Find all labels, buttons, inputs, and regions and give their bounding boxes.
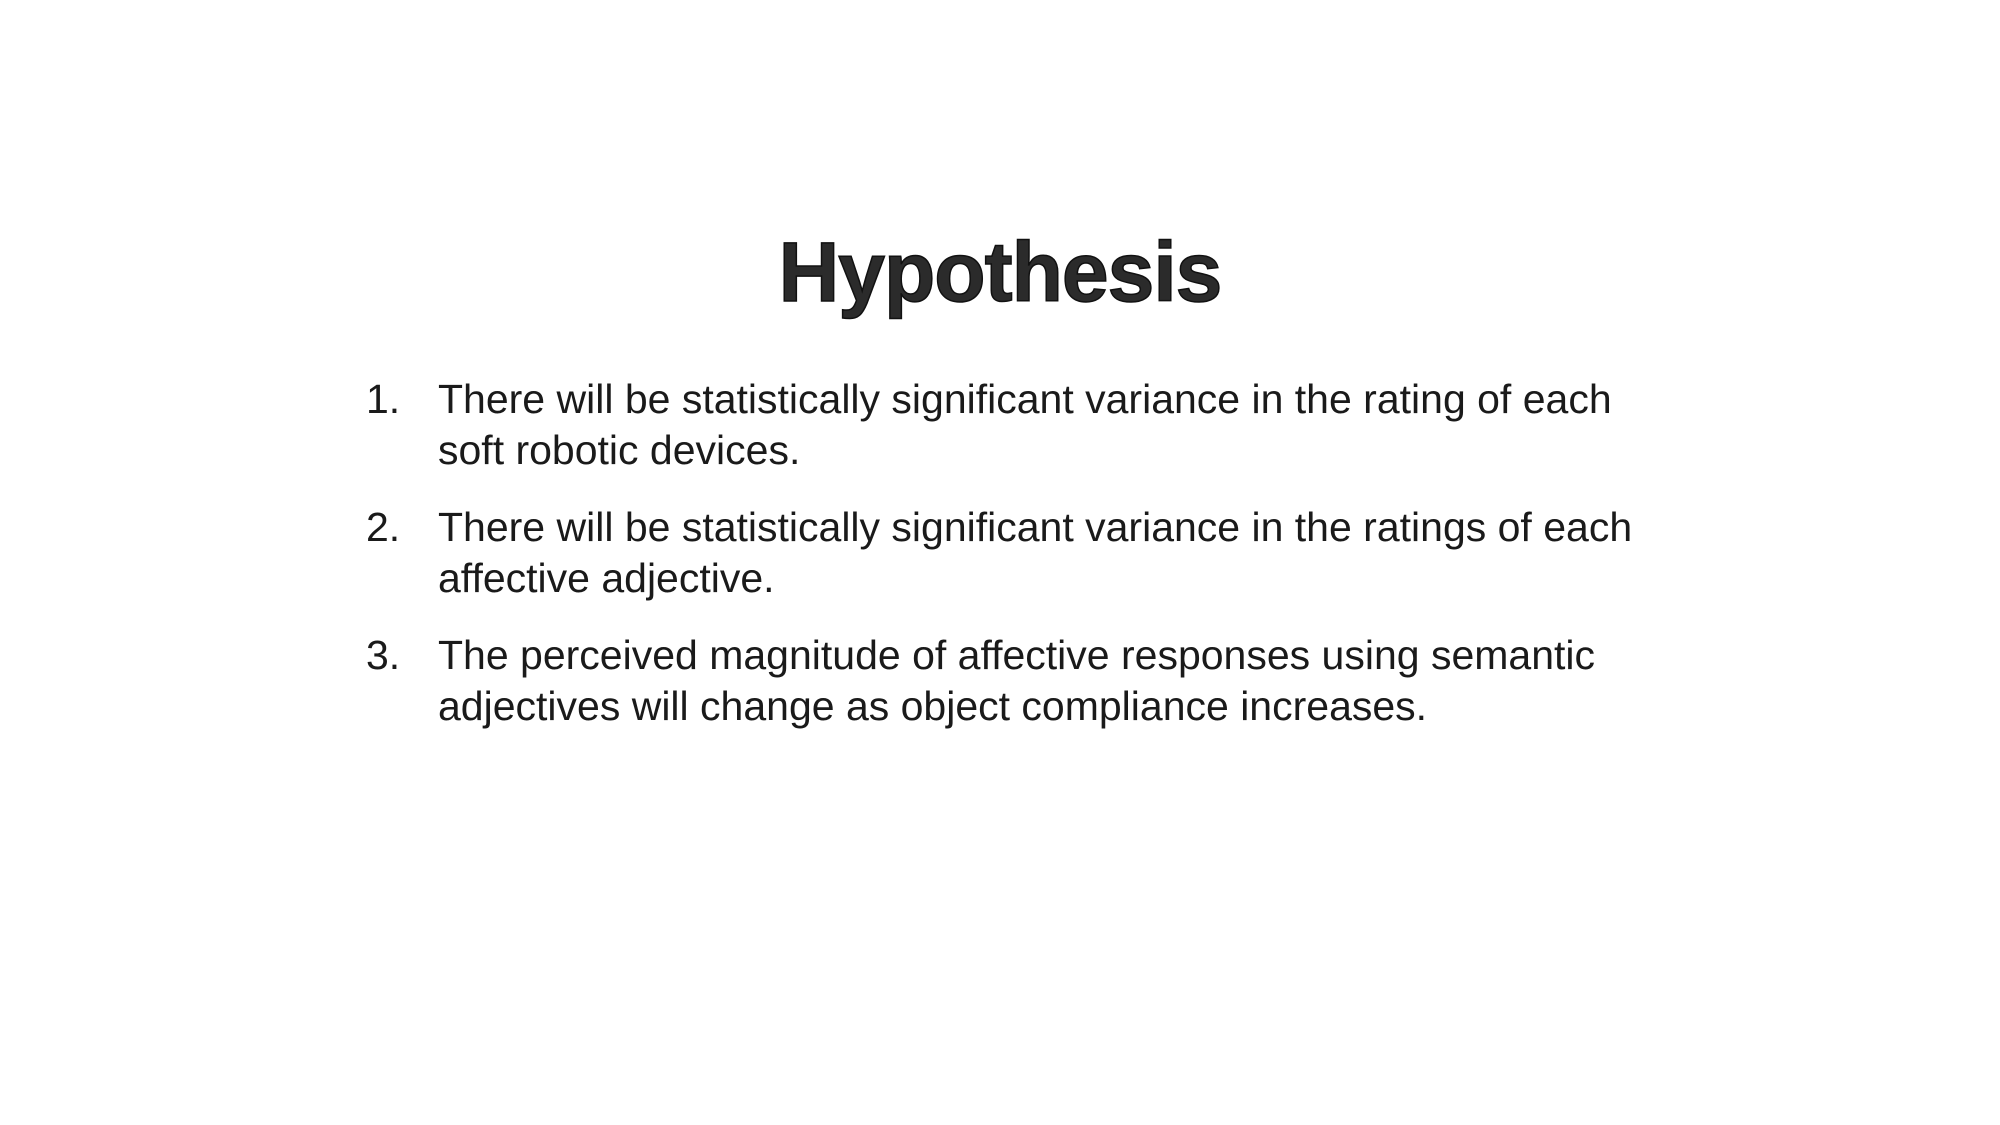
hypothesis-text: There will be statistically significant …	[438, 504, 1633, 601]
slide-title: Hypothesis	[778, 224, 1223, 320]
hypothesis-number: 2.	[366, 504, 401, 550]
hypothesis-number: 3.	[366, 632, 401, 678]
hypothesis-list: 1. There will be statistically significa…	[0, 374, 2000, 758]
hypothesis-item-2: 2. There will be statistically significa…	[0, 502, 2000, 604]
hypothesis-number: 1.	[366, 376, 401, 422]
hypothesis-text: There will be statistically significant …	[438, 376, 1612, 473]
hypothesis-text: The perceived magnitude of affective res…	[438, 632, 1596, 729]
hypothesis-item-3: 3. The perceived magnitude of affective …	[0, 630, 2000, 732]
hypothesis-item-1: 1. There will be statistically significa…	[0, 374, 2000, 476]
